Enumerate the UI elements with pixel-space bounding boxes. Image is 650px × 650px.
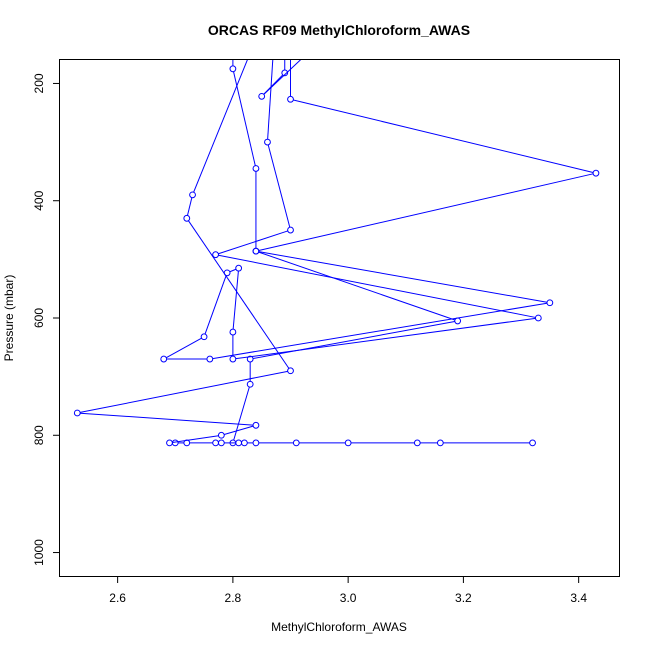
- series-layer: [73, 50, 600, 447]
- series-line-segment: [258, 251, 548, 303]
- data-point: [183, 214, 191, 222]
- x-tick-label: 3.2: [455, 591, 472, 605]
- series-line-segment: [186, 197, 193, 216]
- data-point: [252, 421, 260, 429]
- data-point: [217, 439, 225, 447]
- x-tick-label: 3.4: [570, 591, 587, 605]
- data-point: [229, 328, 237, 336]
- y-axis: 200 400 600 800 1000: [32, 73, 60, 566]
- series-line-segment: [258, 173, 594, 251]
- series-line-segment: [252, 320, 455, 360]
- x-tick-label: 2.8: [225, 591, 242, 605]
- y-tick-label: 400: [32, 190, 46, 210]
- series-line-segment: [267, 144, 291, 228]
- data-point: [436, 439, 444, 447]
- data-point: [189, 191, 196, 199]
- data-point: [241, 439, 248, 447]
- data-point: [292, 439, 300, 447]
- data-point: [529, 439, 536, 447]
- data-point: [246, 380, 254, 388]
- data-point: [592, 169, 600, 177]
- data-point: [246, 355, 254, 363]
- series-line-segment: [232, 271, 239, 330]
- y-tick-label: 800: [32, 425, 46, 445]
- series-group: [73, 50, 600, 447]
- chart-title: ORCAS RF09 MethylChloroform_AWAS: [208, 22, 470, 38]
- series-line-segment: [212, 302, 548, 360]
- data-point: [206, 355, 214, 363]
- data-point: [217, 431, 225, 439]
- data-point: [252, 247, 260, 255]
- series-line-segment: [267, 60, 274, 140]
- x-axis-label: MethylChloroform_AWAS: [271, 620, 407, 634]
- data-point: [183, 439, 191, 447]
- y-tick-label: 1000: [32, 539, 46, 566]
- data-point: [229, 65, 237, 73]
- data-point: [166, 439, 173, 447]
- y-tick-label: 600: [32, 308, 46, 328]
- data-point: [281, 69, 289, 77]
- data-point: [223, 269, 231, 277]
- series-line-segment: [193, 60, 248, 193]
- data-point: [534, 314, 542, 322]
- series-line-segment: [218, 254, 536, 318]
- data-point: [229, 439, 237, 447]
- series-line-segment: [235, 317, 536, 360]
- series-line-segment: [233, 386, 250, 441]
- data-point: [288, 50, 294, 56]
- series-line-segment: [172, 435, 219, 443]
- data-point: [287, 367, 294, 375]
- series-line-segment: [218, 230, 288, 255]
- series-line-segment: [80, 412, 254, 426]
- data-point: [258, 92, 266, 100]
- data-point: [264, 138, 271, 146]
- y-tick-label: 200: [32, 73, 46, 93]
- data-point: [73, 409, 81, 417]
- data-point: [235, 264, 243, 272]
- data-point: [247, 50, 253, 56]
- data-point: [344, 439, 352, 447]
- series-line-segment: [229, 268, 237, 273]
- x-axis: 2.6 2.8 3.0 3.2 3.4: [109, 576, 587, 605]
- series-line-segment: [204, 275, 227, 335]
- data-point: [171, 439, 179, 447]
- data-point: [200, 333, 208, 341]
- series-line-segment: [293, 99, 594, 173]
- data-point: [212, 251, 219, 259]
- y-axis-label: Pressure (mbar): [2, 275, 16, 362]
- plot-frame: [59, 59, 620, 577]
- series-line-segment: [263, 60, 302, 95]
- series-line-segment: [224, 425, 254, 435]
- data-point: [305, 50, 311, 56]
- data-point: [160, 355, 168, 363]
- data-point: [282, 50, 288, 56]
- series-line-segment: [166, 337, 202, 359]
- data-point: [230, 50, 236, 56]
- data-point: [287, 226, 294, 234]
- data-point: [546, 299, 554, 307]
- data-point: [235, 439, 243, 447]
- series-line-segment: [80, 370, 288, 413]
- data-point: [413, 439, 421, 447]
- series-line-segment: [188, 220, 290, 369]
- data-point: [454, 317, 462, 325]
- series-line-segment: [258, 251, 456, 321]
- data-point: [252, 165, 260, 172]
- data-point: [270, 50, 276, 56]
- x-tick-label: 2.6: [109, 591, 126, 605]
- data-point: [252, 439, 260, 447]
- data-point: [287, 95, 294, 103]
- x-tick-label: 3.0: [340, 591, 357, 605]
- series-line-segment: [233, 71, 256, 166]
- data-point: [229, 355, 237, 363]
- data-point: [212, 439, 219, 447]
